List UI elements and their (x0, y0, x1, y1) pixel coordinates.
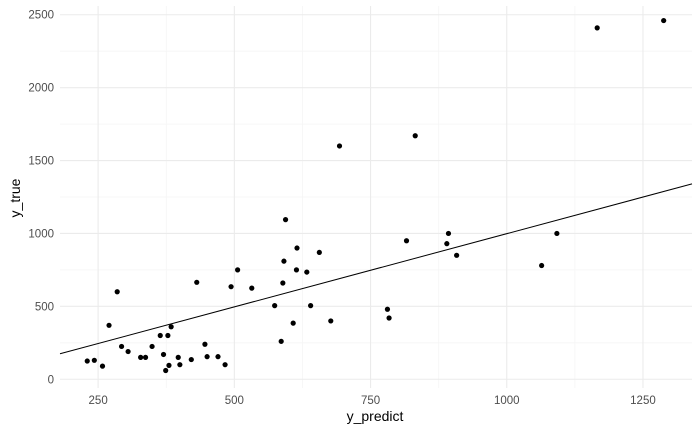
fit-line (59, 183, 693, 355)
data-point (84, 358, 90, 364)
x-tick-label: 750 (361, 395, 380, 407)
data-point (235, 267, 241, 273)
data-point (160, 351, 167, 358)
data-point (539, 262, 545, 269)
x-axis-title: y_predict (347, 408, 404, 424)
data-point (280, 280, 286, 286)
data-point (661, 17, 667, 24)
data-point (293, 267, 300, 273)
data-point (316, 249, 322, 256)
data-point (194, 279, 200, 285)
y-tick-label: 500 (35, 301, 54, 313)
data-point (554, 230, 560, 237)
data-point (166, 362, 172, 369)
data-point (165, 332, 171, 339)
data-point (215, 354, 221, 360)
data-point (282, 216, 289, 223)
y-tick-label: 2500 (28, 10, 54, 22)
data-point (272, 303, 278, 309)
data-point (281, 258, 287, 264)
data-point (202, 341, 208, 347)
data-point (384, 306, 391, 312)
data-point (157, 332, 163, 339)
data-point (594, 25, 600, 31)
data-point (386, 315, 392, 321)
data-point (249, 285, 255, 291)
data-point (336, 143, 343, 149)
data-point (138, 354, 144, 360)
data-point (99, 363, 106, 369)
data-point (222, 362, 228, 368)
data-point (228, 284, 234, 290)
data-point (163, 367, 169, 374)
data-point (142, 354, 149, 360)
data-point (304, 269, 310, 275)
y-tick-label: 2000 (28, 83, 54, 95)
data-point (118, 343, 125, 350)
x-tick-label: 1000 (494, 395, 520, 407)
data-point (149, 343, 155, 350)
data-point (412, 133, 418, 139)
data-point (278, 338, 284, 344)
data-point (106, 322, 112, 328)
y-tick-label: 1000 (28, 228, 54, 240)
data-point (403, 238, 410, 244)
y-axis-title: y_true (7, 178, 23, 217)
y-axis-tick-labels: 0 500 1000 1500 2000 2500 (28, 10, 54, 387)
data-point (91, 357, 97, 363)
data-point (114, 289, 120, 295)
data-point (290, 320, 296, 326)
minor-gridlines (60, 6, 692, 388)
y-tick-label: 0 (48, 374, 54, 386)
data-point (444, 241, 450, 247)
data-point (125, 348, 131, 355)
x-axis-tick-labels: 250 500 750 1000 1250 (89, 395, 656, 407)
data-point (454, 252, 460, 258)
data-point (177, 362, 183, 368)
data-point (204, 354, 210, 360)
data-point (308, 303, 314, 309)
y-tick-label: 1500 (28, 156, 54, 168)
data-point (168, 324, 174, 330)
data-point (328, 318, 334, 324)
data-points (84, 17, 667, 374)
x-tick-label: 500 (225, 395, 244, 407)
x-tick-label: 1250 (630, 395, 656, 407)
data-point (445, 230, 452, 237)
data-point (294, 245, 300, 251)
x-tick-label: 250 (89, 395, 108, 407)
data-point (188, 356, 194, 363)
data-point (175, 354, 181, 360)
